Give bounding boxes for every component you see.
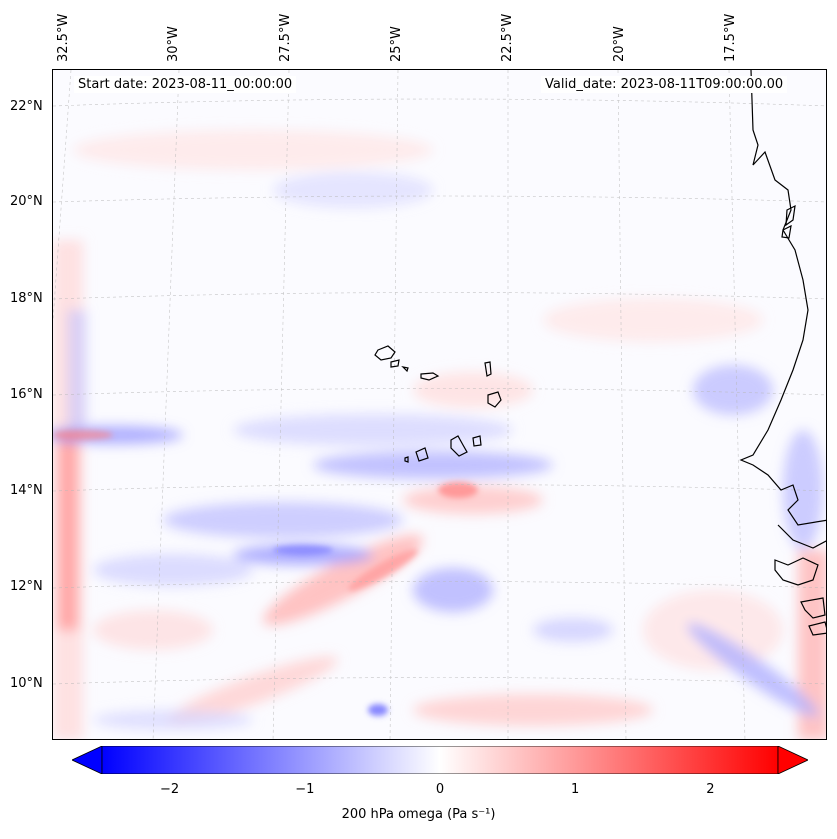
colorbar-label: 200 hPa omega (Pa s⁻¹) xyxy=(341,807,496,822)
lon-label-30w: 30°W xyxy=(166,26,181,62)
lat-label-10n: 10°N xyxy=(10,676,43,691)
colorbar xyxy=(72,746,808,774)
map-panel[interactable] xyxy=(52,69,827,740)
lat-label-22n: 22°N xyxy=(10,99,43,114)
lon-label-32-5w: 32.5°W xyxy=(56,13,71,62)
colorbar-tick: −1 xyxy=(295,782,315,797)
lat-label-18n: 18°N xyxy=(10,291,43,306)
lat-label-20n: 20°N xyxy=(10,194,43,209)
colorbar-gradient xyxy=(101,746,779,774)
valid-date-label: Valid_date: 2023-08-11T09:00:00.00 xyxy=(541,76,788,93)
start-date-label: Start date: 2023-08-11_00:00:00 xyxy=(74,76,297,93)
coastline xyxy=(739,70,826,636)
colorbar-tick: −2 xyxy=(160,782,180,797)
colorbar-max-extend xyxy=(777,746,808,774)
graticule xyxy=(53,70,826,739)
lat-label-16n: 16°N xyxy=(10,387,43,402)
lat-label-14n: 14°N xyxy=(10,483,43,498)
lon-label-25w: 25°W xyxy=(389,26,404,62)
omega-map xyxy=(53,70,826,739)
colorbar-tick: 2 xyxy=(706,782,715,797)
cape-verde-islands xyxy=(374,345,502,463)
lon-label-27-5w: 27.5°W xyxy=(278,13,293,62)
omega-field xyxy=(53,70,826,739)
colorbar-tick: 0 xyxy=(435,782,445,797)
colorbar-min-extend xyxy=(72,746,103,774)
lon-label-17-5w: 17.5°W xyxy=(723,13,738,62)
lon-label-22-5w: 22.5°W xyxy=(500,13,515,62)
colorbar-tick: 1 xyxy=(571,782,580,797)
lat-label-12n: 12°N xyxy=(10,579,43,594)
lon-label-20w: 20°W xyxy=(612,26,627,62)
